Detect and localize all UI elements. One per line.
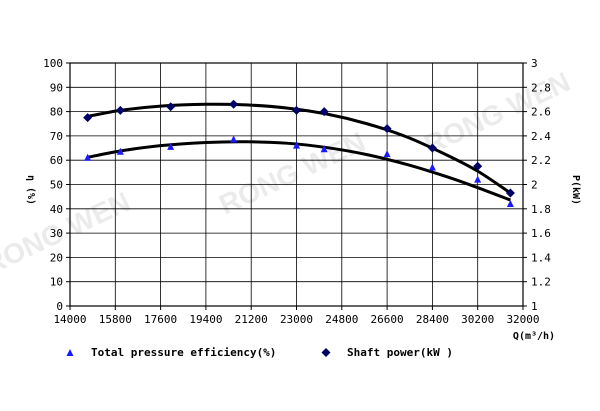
x-tick-label: 32000	[506, 313, 539, 326]
legend-power-marker	[321, 348, 331, 357]
y-right-tick-label: 2.8	[531, 81, 551, 94]
y-left-tick-label: 60	[50, 154, 63, 167]
power-point	[427, 143, 437, 153]
y-left-axis-title: η (%)	[25, 175, 36, 205]
y-right-tick-label: 1.8	[531, 203, 551, 216]
y-right-axis-title: P(kW)	[570, 175, 581, 205]
power-point	[115, 105, 125, 115]
x-tick-label: 30200	[461, 313, 494, 326]
power-point	[83, 113, 93, 123]
y-right-tick-label: 2	[531, 179, 538, 192]
y-right-tick-label: 1	[531, 300, 538, 313]
efficiency-point	[84, 153, 92, 161]
y-left-tick-label: 10	[50, 276, 63, 289]
power-point	[166, 102, 176, 112]
y-right-tick-label: 1.4	[531, 251, 551, 264]
x-tick-label: 15800	[99, 313, 132, 326]
power-point	[505, 188, 515, 198]
efficiency-point	[167, 142, 175, 150]
y-left-tick-label: 80	[50, 106, 63, 119]
legend-label: Total pressure efficiency(%)	[91, 346, 276, 359]
x-tick-label: 17600	[144, 313, 177, 326]
x-tick-label: 14000	[53, 313, 86, 326]
watermark-text: RONG WEN	[214, 126, 369, 220]
y-right-tick-label: 3	[531, 57, 538, 70]
y-left-tick-label: 0	[56, 300, 63, 313]
power-point	[292, 105, 301, 115]
efficiency-point	[428, 163, 436, 171]
y-left-tick-label: 70	[50, 130, 63, 143]
efficiency-point	[230, 135, 238, 143]
legend-label: Shaft power(kW )	[347, 346, 453, 359]
x-tick-label: 19400	[189, 313, 222, 326]
series-1-fit-line	[87, 140, 511, 202]
y-right-tick-label: 2.6	[531, 106, 551, 119]
efficiency-point	[383, 150, 391, 158]
power-point	[473, 161, 483, 171]
y-right-tick-label: 1.2	[531, 276, 551, 289]
y-right-tick-label: 2.2	[531, 154, 551, 167]
y-left-tick-label: 30	[50, 227, 63, 240]
y-left-tick-label: 100	[43, 57, 63, 70]
power-point	[229, 99, 239, 109]
power-point	[319, 107, 329, 117]
y-left-tick-label: 20	[50, 251, 63, 264]
x-tick-label: 24800	[325, 313, 358, 326]
y-left-tick-label: 40	[50, 203, 63, 216]
y-right-tick-label: 1.6	[531, 227, 551, 240]
efficiency-point	[320, 145, 328, 153]
y-left-tick-label: 90	[50, 81, 63, 94]
x-axis-title: Q(m³/h)	[513, 331, 555, 342]
y-left-tick-label: 50	[50, 179, 63, 192]
x-tick-label: 28400	[416, 313, 449, 326]
efficiency-point	[293, 141, 300, 149]
series-2-fit-line	[87, 102, 512, 195]
efficiency-point	[116, 147, 124, 155]
efficiency-point	[474, 175, 482, 183]
x-tick-label: 23000	[280, 313, 313, 326]
x-tick-label: 26600	[371, 313, 404, 326]
y-right-tick-label: 2.4	[531, 130, 551, 143]
legend-efficiency-marker	[66, 349, 74, 356]
power-point	[382, 124, 392, 134]
x-tick-label: 21200	[235, 313, 268, 326]
watermark-text: RONG WEN	[419, 66, 574, 160]
efficiency-point	[506, 199, 514, 207]
